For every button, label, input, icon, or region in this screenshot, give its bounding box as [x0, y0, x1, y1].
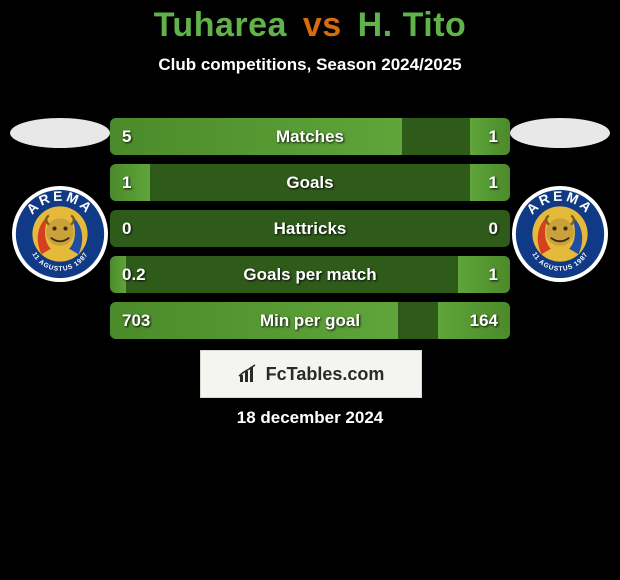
- club-badge-icon: AREMA 11 AGUSTUS 1987: [514, 188, 606, 280]
- player1-avatar-placeholder: [10, 118, 110, 148]
- stat-row-goals: 1 Goals 1: [110, 164, 510, 201]
- player1-name: Tuharea: [154, 6, 287, 44]
- player2-club-badge: AREMA 11 AGUSTUS 1987: [512, 186, 608, 282]
- player2-avatar-placeholder: [510, 118, 610, 148]
- brand-prefix: Fc: [266, 364, 287, 384]
- stat-value-right: 164: [470, 311, 498, 331]
- stat-row-goals-per-match: 0.2 Goals per match 1: [110, 256, 510, 293]
- stat-label: Min per goal: [110, 311, 510, 331]
- stat-value-right: 1: [489, 127, 498, 147]
- stat-row-hattricks: 0 Hattricks 0: [110, 210, 510, 247]
- stat-value-right: 1: [489, 265, 498, 285]
- page-title: Tuharea vs H. Tito: [0, 0, 620, 47]
- player2-column: AREMA 11 AGUSTUS 1987: [510, 118, 610, 348]
- player1-column: AREMA 11 AGUSTUS 1987: [10, 118, 110, 348]
- stat-label: Hattricks: [110, 219, 510, 239]
- player2-name: H. Tito: [358, 6, 467, 44]
- subtitle: Club competitions, Season 2024/2025: [0, 55, 620, 75]
- club-badge-icon: AREMA 11 AGUSTUS 1987: [14, 188, 106, 280]
- stat-value-right: 0: [489, 219, 498, 239]
- comparison-card: Tuharea vs H. Tito Club competitions, Se…: [0, 0, 620, 580]
- brand-box: FcTables.com: [200, 350, 422, 398]
- brand-text: FcTables.com: [266, 364, 385, 385]
- brand-suffix: Tables.com: [287, 364, 385, 384]
- stats-column: 5 Matches 1 1 Goals 1 0 Hattricks 0 0.2 …: [110, 118, 510, 348]
- bar-chart-icon: [238, 364, 260, 384]
- date-label: 18 december 2024: [0, 408, 620, 428]
- stat-label: Matches: [110, 127, 510, 147]
- stat-value-right: 1: [489, 173, 498, 193]
- stat-label: Goals: [110, 173, 510, 193]
- stat-row-min-per-goal: 703 Min per goal 164: [110, 302, 510, 339]
- stat-label: Goals per match: [110, 265, 510, 285]
- vs-separator: vs: [303, 6, 342, 44]
- stat-row-matches: 5 Matches 1: [110, 118, 510, 155]
- player1-club-badge: AREMA 11 AGUSTUS 1987: [12, 186, 108, 282]
